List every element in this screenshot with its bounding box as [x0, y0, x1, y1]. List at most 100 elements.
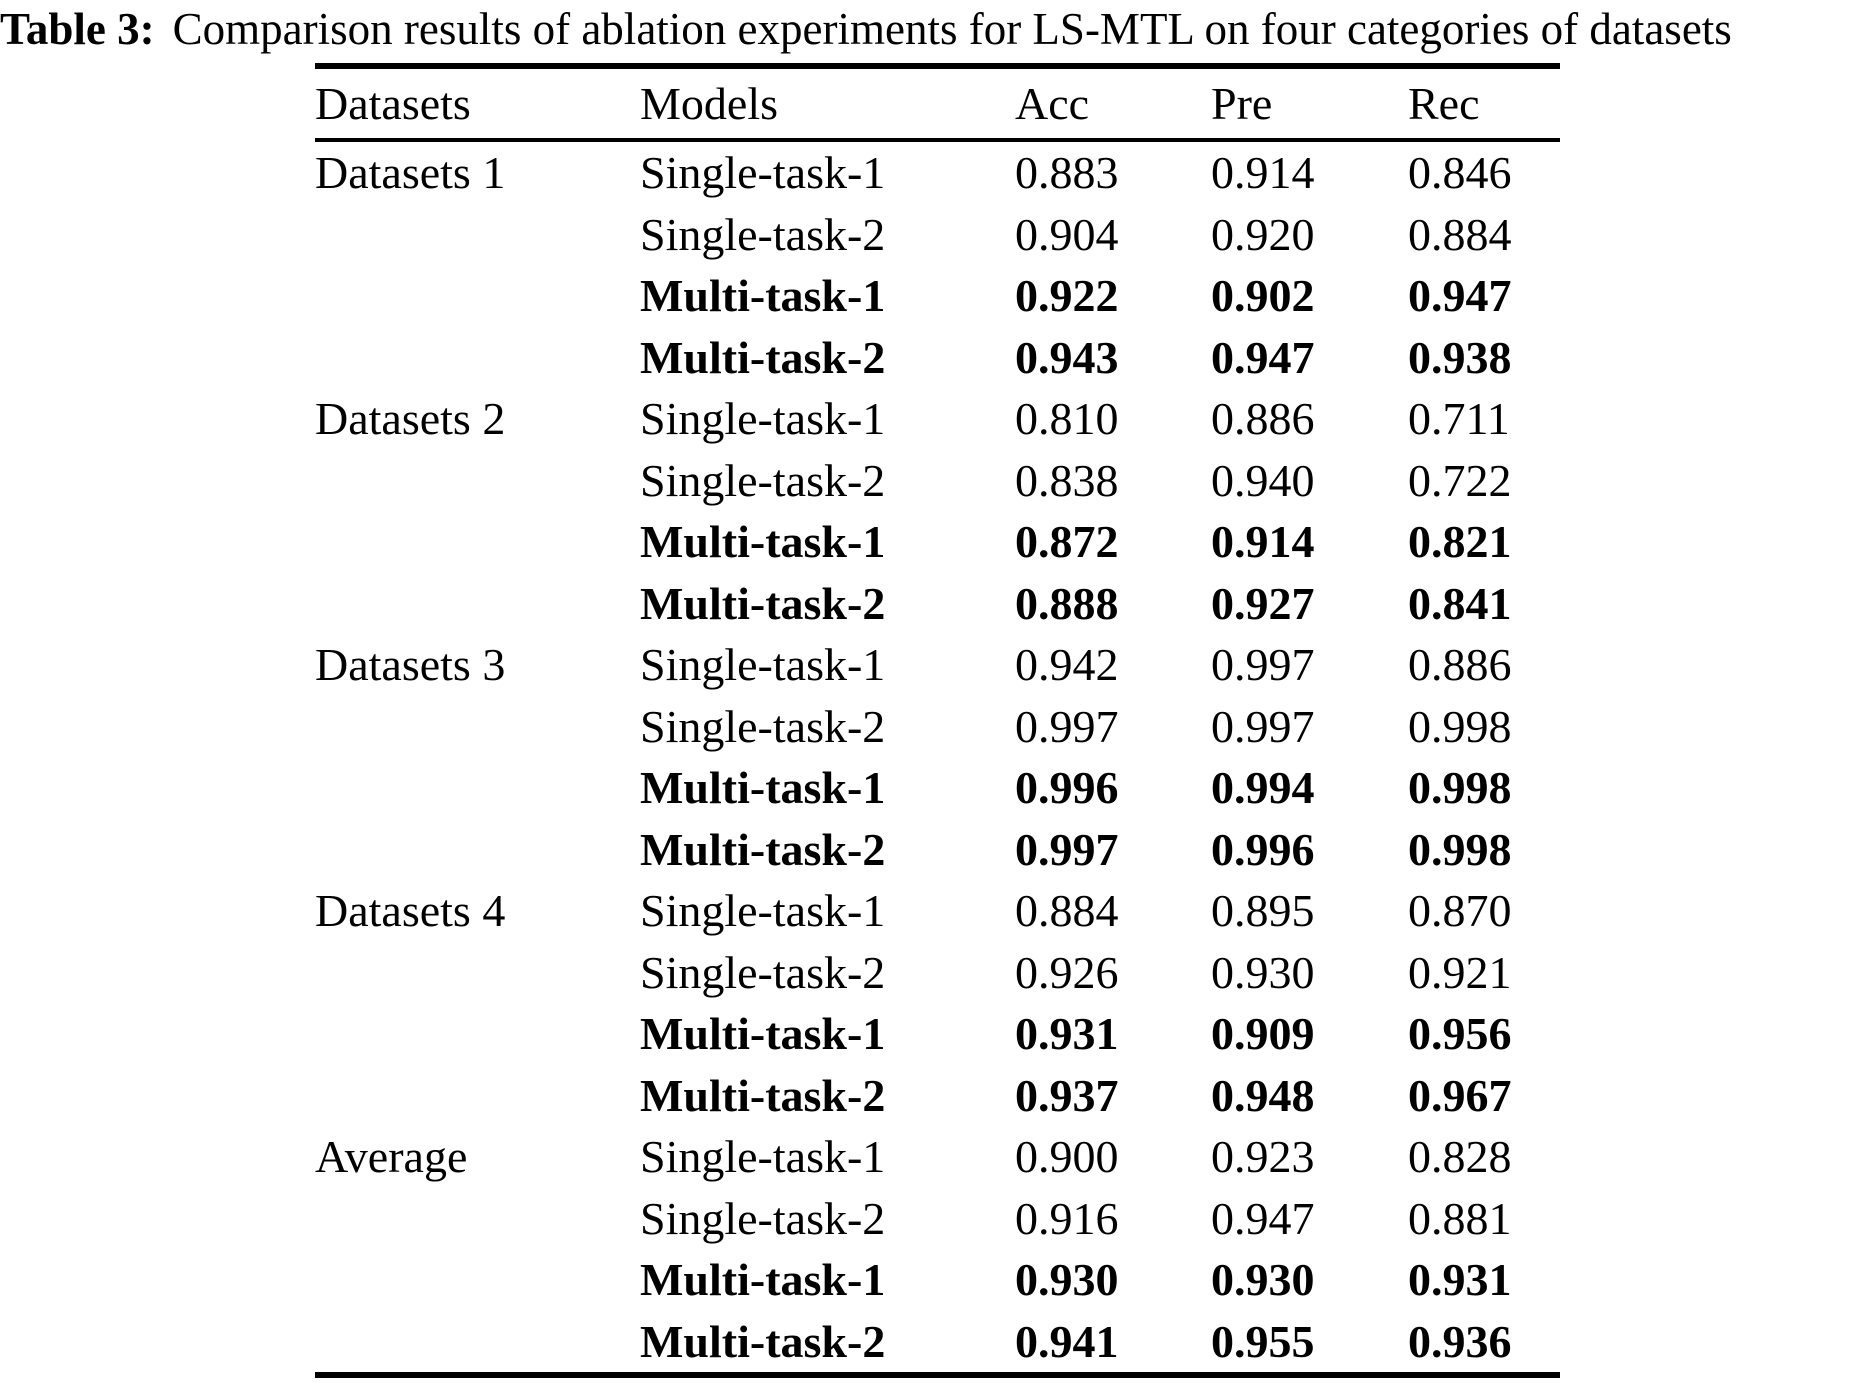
pre-cell: 0.997	[1211, 700, 1315, 752]
acc-cell: 0.942	[1015, 639, 1119, 691]
dataset-cell: Datasets 3	[315, 639, 506, 691]
rec-cell: 0.967	[1408, 1069, 1512, 1121]
pre-cell: 0.902	[1211, 270, 1315, 322]
model-cell: Multi-task-1	[640, 270, 886, 322]
table-caption-text: Comparison results of ablation experimen…	[172, 4, 1732, 54]
acc-cell: 0.937	[1015, 1069, 1119, 1121]
table-row: Single-task-2 0.926 0.930 0.921	[315, 942, 1560, 1004]
rec-cell: 0.947	[1408, 270, 1512, 322]
acc-cell: 0.922	[1015, 270, 1119, 322]
table-row: Multi-task-2 0.997 0.996 0.998	[315, 819, 1560, 881]
column-header-pre: Pre	[1211, 78, 1273, 129]
acc-cell: 0.930	[1015, 1254, 1119, 1306]
model-cell: Single-task-1	[640, 1131, 886, 1183]
pre-cell: 0.930	[1211, 1254, 1315, 1306]
rec-cell: 0.938	[1408, 331, 1512, 383]
table-row: Multi-task-2 0.941 0.955 0.936	[315, 1311, 1560, 1373]
model-cell: Single-task-2	[640, 946, 886, 998]
rec-cell: 0.936	[1408, 1315, 1512, 1367]
acc-cell: 0.916	[1015, 1192, 1119, 1244]
table-row: Datasets 2 Single-task-1 0.810 0.886 0.711	[315, 388, 1560, 450]
acc-cell: 0.904	[1015, 208, 1119, 260]
rec-cell: 0.884	[1408, 208, 1512, 260]
acc-cell: 0.931	[1015, 1008, 1119, 1060]
table-row: Datasets 1 Single-task-1 0.883 0.914 0.846	[315, 142, 1560, 204]
acc-cell: 0.996	[1015, 762, 1119, 814]
rec-cell: 0.998	[1408, 823, 1512, 875]
pre-cell: 0.940	[1211, 454, 1315, 506]
results-table: Datasets Models Acc Pre Rec Datasets 1 Si…	[315, 63, 1560, 1378]
dataset-cell: Datasets 1	[315, 147, 506, 199]
rec-cell: 0.828	[1408, 1131, 1512, 1183]
rec-cell: 0.931	[1408, 1254, 1512, 1306]
pre-cell: 0.920	[1211, 208, 1315, 260]
column-header-acc: Acc	[1015, 78, 1090, 129]
acc-cell: 0.888	[1015, 577, 1119, 629]
table-row: Datasets 4 Single-task-1 0.884 0.895 0.870	[315, 880, 1560, 942]
dataset-cell: Datasets 2	[315, 393, 506, 445]
rec-cell: 0.841	[1408, 577, 1512, 629]
rec-cell: 0.821	[1408, 516, 1512, 568]
model-cell: Multi-task-1	[640, 762, 886, 814]
rec-cell: 0.886	[1408, 639, 1512, 691]
pre-cell: 0.996	[1211, 823, 1315, 875]
table-row: Average Single-task-1 0.900 0.923 0.828	[315, 1126, 1560, 1188]
model-cell: Single-task-1	[640, 393, 886, 445]
acc-cell: 0.884	[1015, 885, 1119, 937]
rec-cell: 0.998	[1408, 762, 1512, 814]
model-cell: Multi-task-2	[640, 577, 886, 629]
table-body: Datasets 1 Single-task-1 0.883 0.914 0.846 Si…	[315, 142, 1560, 1372]
pre-cell: 0.886	[1211, 393, 1315, 445]
model-cell: Single-task-1	[640, 147, 886, 199]
pre-cell: 0.930	[1211, 946, 1315, 998]
model-cell: Multi-task-1	[640, 516, 886, 568]
pre-cell: 0.909	[1211, 1008, 1315, 1060]
table-row: Single-task-2 0.997 0.997 0.998	[315, 696, 1560, 758]
model-cell: Multi-task-1	[640, 1008, 886, 1060]
rec-cell: 0.870	[1408, 885, 1512, 937]
table-row: Single-task-2 0.838 0.940 0.722	[315, 450, 1560, 512]
acc-cell: 0.900	[1015, 1131, 1119, 1183]
table-row: Multi-task-2 0.937 0.948 0.967	[315, 1065, 1560, 1127]
table-caption-label: Table 3:	[0, 4, 155, 54]
table-row: Multi-task-1 0.930 0.930 0.931	[315, 1249, 1560, 1311]
model-cell: Multi-task-2	[640, 1069, 886, 1121]
rec-cell: 0.998	[1408, 700, 1512, 752]
model-cell: Multi-task-2	[640, 1315, 886, 1367]
pre-cell: 0.948	[1211, 1069, 1315, 1121]
model-cell: Single-task-1	[640, 885, 886, 937]
pre-cell: 0.994	[1211, 762, 1315, 814]
table-row: Multi-task-1 0.931 0.909 0.956	[315, 1003, 1560, 1065]
acc-cell: 0.997	[1015, 700, 1119, 752]
rec-cell: 0.921	[1408, 946, 1512, 998]
model-cell: Single-task-2	[640, 700, 886, 752]
table-row: Multi-task-1 0.922 0.902 0.947	[315, 265, 1560, 327]
acc-cell: 0.872	[1015, 516, 1119, 568]
rec-cell: 0.956	[1408, 1008, 1512, 1060]
table-row: Single-task-2 0.916 0.947 0.881	[315, 1188, 1560, 1250]
table-caption: Table 3: Comparison results of ablation e…	[0, 2, 1871, 56]
dataset-cell: Average	[315, 1131, 468, 1183]
dataset-cell: Datasets 4	[315, 885, 506, 937]
acc-cell: 0.943	[1015, 331, 1119, 383]
pre-cell: 0.927	[1211, 577, 1315, 629]
pre-cell: 0.947	[1211, 1192, 1315, 1244]
table-row: Multi-task-1 0.872 0.914 0.821	[315, 511, 1560, 573]
acc-cell: 0.883	[1015, 147, 1119, 199]
pre-cell: 0.947	[1211, 331, 1315, 383]
acc-cell: 0.941	[1015, 1315, 1119, 1367]
model-cell: Multi-task-1	[640, 1254, 886, 1306]
table-row: Single-task-2 0.904 0.920 0.884	[315, 204, 1560, 266]
model-cell: Multi-task-2	[640, 823, 886, 875]
pre-cell: 0.914	[1211, 147, 1315, 199]
model-cell: Single-task-1	[640, 639, 886, 691]
rec-cell: 0.711	[1408, 393, 1510, 445]
table-row: Datasets 3 Single-task-1 0.942 0.997 0.886	[315, 634, 1560, 696]
table-row: Multi-task-1 0.996 0.994 0.998	[315, 757, 1560, 819]
column-header-datasets: Datasets	[315, 78, 471, 129]
pre-cell: 0.923	[1211, 1131, 1315, 1183]
column-header-models: Models	[640, 78, 778, 129]
pre-cell: 0.895	[1211, 885, 1315, 937]
pre-cell: 0.914	[1211, 516, 1315, 568]
pre-cell: 0.997	[1211, 639, 1315, 691]
